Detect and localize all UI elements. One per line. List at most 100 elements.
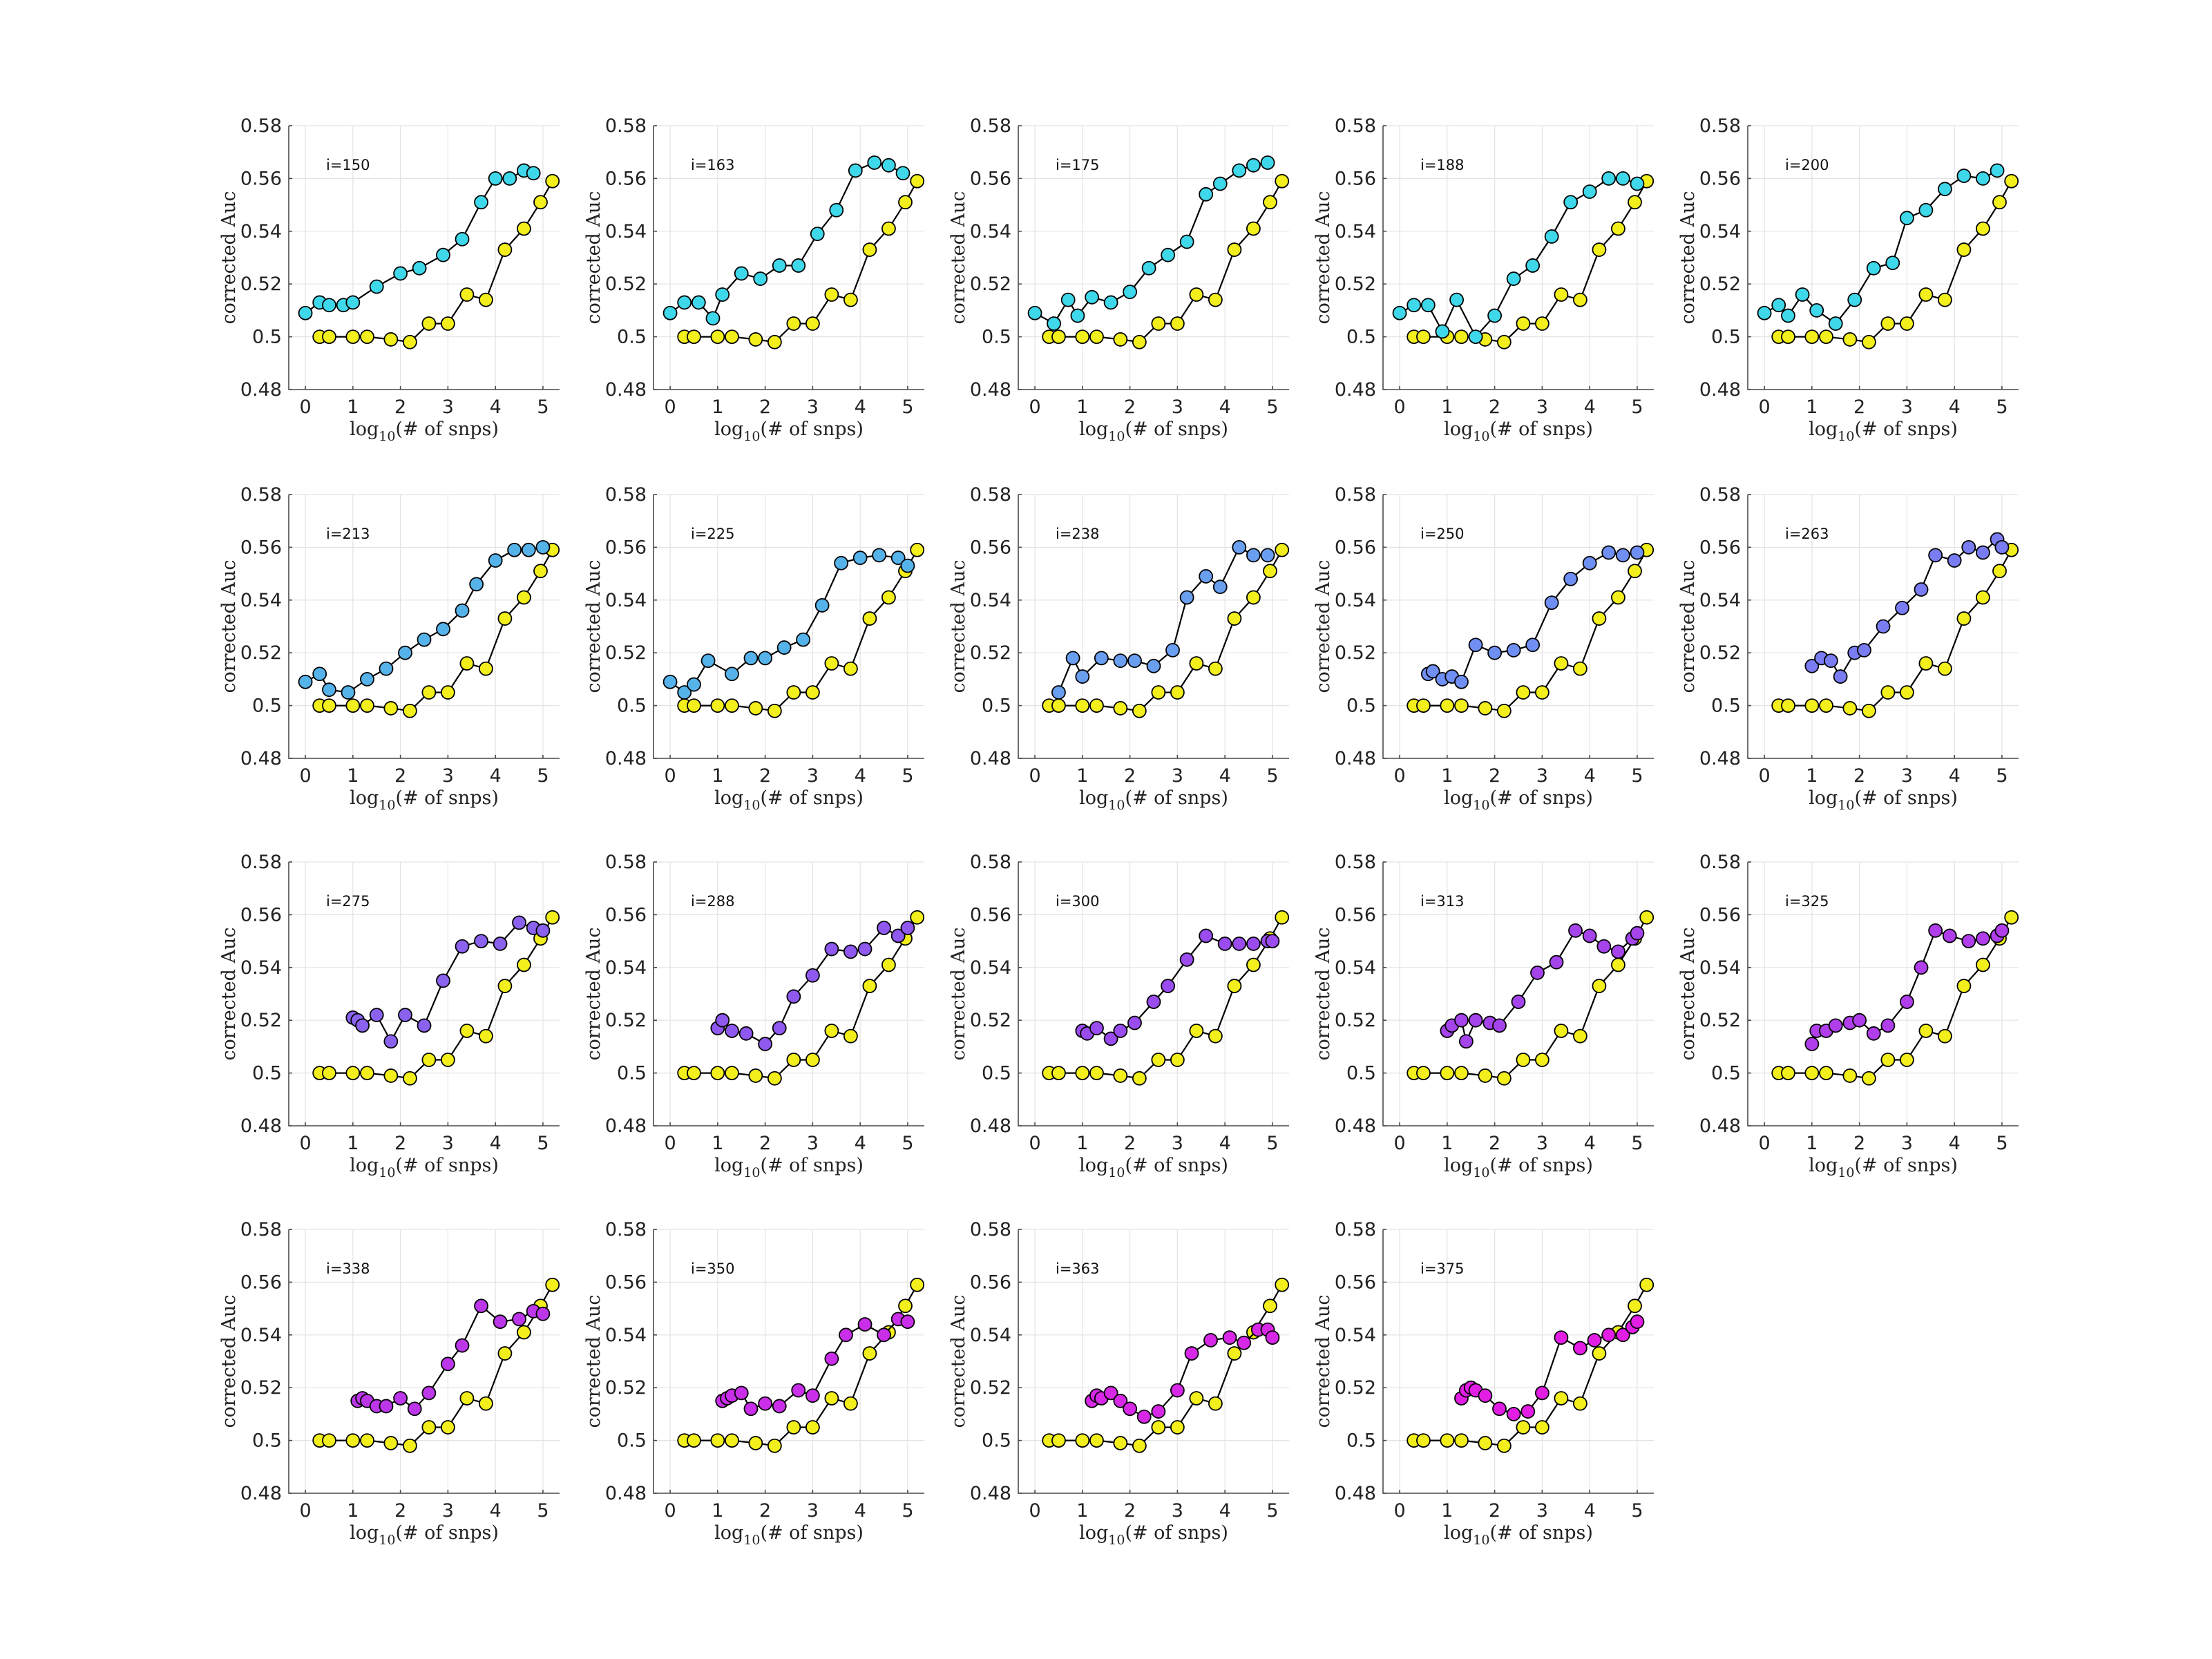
panel-series-point	[810, 227, 825, 242]
baseline-point	[1861, 334, 1876, 349]
y-tick-label: 0.5	[1346, 1430, 1376, 1452]
x-tick-label: 4	[490, 396, 502, 418]
baseline-point	[1089, 698, 1104, 713]
y-axis-label: corrected Auc	[218, 1295, 240, 1428]
panel-series-point	[1113, 1393, 1128, 1408]
panel-series-point	[417, 632, 432, 647]
x-tick-label: 1	[347, 396, 359, 418]
y-tick-label: 0.58	[240, 484, 282, 506]
panel-series-point	[488, 171, 503, 186]
baseline-point	[1516, 316, 1531, 331]
baseline-point	[517, 957, 531, 972]
x-tick-label: 3	[1536, 1500, 1548, 1522]
baseline-point	[725, 1433, 739, 1448]
baseline-point	[1170, 685, 1185, 700]
x-tick-label: 0	[1029, 396, 1040, 418]
baseline-point	[805, 1053, 820, 1067]
panel-series-point	[474, 934, 488, 948]
y-tick-label: 0.52	[1335, 642, 1376, 664]
panel-series-point	[1880, 1018, 1896, 1033]
baseline-point	[1534, 316, 1550, 331]
y-tick-label: 0.52	[1699, 642, 1741, 664]
panel-series-point	[1928, 923, 1943, 938]
baseline-point	[1819, 1066, 1833, 1080]
y-tick-label: 0.54	[970, 957, 1011, 979]
panel: 0 1 2 3 4 5 0.48 0.5 0.52 0.54 0.56 0.58 log10(# of …	[583, 484, 925, 813]
baseline-point	[767, 1438, 782, 1453]
panel-series-point	[1928, 548, 1943, 563]
panel: 0 1 2 3 4 5 0.48 0.5 0.52 0.54 0.56 0.58 log10(# of …	[583, 1219, 925, 1548]
x-tick-label: 4	[1584, 765, 1596, 787]
baseline-point	[767, 334, 782, 349]
panel-series-point	[1506, 271, 1521, 286]
panel-series-point	[1757, 305, 1772, 320]
x-tick-label: 2	[1853, 396, 1865, 418]
y-tick-label: 0.48	[1699, 748, 1741, 769]
x-tick-label: 4	[1219, 1133, 1231, 1154]
panel-series-point	[1468, 1013, 1483, 1028]
x-tick-label: 1	[1441, 765, 1453, 787]
baseline-point	[1880, 685, 1896, 700]
baseline-point	[479, 661, 493, 676]
baseline-point	[1534, 1420, 1550, 1435]
baseline-point	[345, 329, 361, 345]
baseline-point	[1611, 221, 1625, 236]
y-tick-label: 0.5	[252, 1430, 282, 1452]
baseline-point	[1454, 1433, 1469, 1448]
baseline-point	[360, 329, 374, 345]
panel-series-point	[1089, 1021, 1104, 1036]
panel: 0 1 2 3 4 5 0.48 0.5 0.52 0.54 0.56 0.58 log10(# of …	[218, 1219, 560, 1548]
panel: 0 1 2 3 4 5 0.48 0.5 0.52 0.54 0.56 0.58 log10(# of …	[583, 852, 925, 1180]
y-tick-label: 0.54	[1335, 957, 1376, 979]
panel-series-point	[1857, 642, 1871, 658]
y-tick-label: 0.58	[970, 1219, 1011, 1240]
baseline-point	[1170, 1053, 1185, 1067]
baseline-point	[710, 1433, 725, 1448]
baseline-point	[1170, 1420, 1185, 1435]
x-tick-label: 5	[902, 1133, 913, 1154]
baseline-point	[1819, 698, 1833, 713]
baseline-point	[360, 1433, 374, 1448]
x-tick-label: 1	[347, 1500, 359, 1522]
baseline-point	[1880, 1053, 1896, 1067]
baseline-point	[459, 1391, 475, 1406]
panel-series-point	[1435, 324, 1450, 339]
x-tick-label: 2	[394, 1133, 406, 1154]
baseline-point	[1938, 292, 1952, 307]
baseline-point	[1534, 1053, 1550, 1067]
x-tick-label: 2	[759, 1133, 771, 1154]
x-axis-label: log10(# of snps)	[1079, 787, 1228, 813]
baseline-point	[497, 979, 513, 993]
baseline-point	[843, 1028, 858, 1044]
baseline-series-line	[1049, 1284, 1283, 1447]
panel-series-point	[895, 166, 910, 181]
panel-label: i=363	[1056, 1260, 1100, 1277]
panel-series-point	[1392, 305, 1407, 320]
panel-series-point	[1544, 229, 1559, 244]
baseline-point	[1918, 1024, 1934, 1038]
baseline-point	[360, 1066, 374, 1080]
baseline-point	[1440, 698, 1455, 713]
baseline-point	[1639, 1277, 1655, 1292]
x-axis-label: log10(# of snps)	[1079, 1522, 1228, 1548]
panel: 0 1 2 3 4 5 0.48 0.5 0.52 0.54 0.56 0.58 log10(# of …	[1677, 852, 2019, 1180]
baseline-point	[1976, 221, 1990, 236]
baseline-point	[1227, 979, 1242, 993]
panel-series-point	[786, 989, 801, 1004]
baseline-point	[421, 316, 437, 331]
panel-series-point	[758, 1037, 773, 1051]
panel-series-point	[805, 1388, 820, 1403]
baseline-point	[1496, 1438, 1512, 1453]
panel-series-point	[1976, 171, 1990, 186]
panel-series-point	[1492, 1401, 1507, 1417]
x-tick-label: 3	[442, 765, 454, 787]
y-axis-label: corrected Auc	[583, 928, 604, 1061]
panel-label: i=250	[1420, 526, 1465, 542]
baseline-point	[1275, 1277, 1290, 1292]
baseline-point	[1416, 1433, 1431, 1448]
panel-series-point	[1563, 571, 1579, 586]
baseline-point	[497, 1346, 513, 1361]
x-axis-label: log10(# of snps)	[714, 787, 864, 813]
panel-label: i=175	[1056, 157, 1100, 173]
y-tick-label: 0.58	[1699, 484, 1741, 506]
